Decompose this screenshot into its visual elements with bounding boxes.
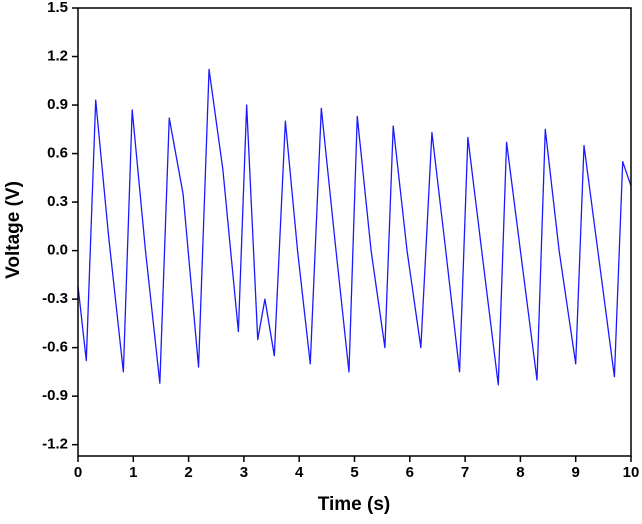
y-tick-label: 0.0 (47, 242, 68, 259)
x-axis-title: Time (s) (318, 494, 391, 515)
plot-frame (77, 7, 632, 457)
x-tick-label: 8 (516, 464, 524, 481)
y-tick-label: 1.2 (47, 47, 68, 64)
x-tick-label: 2 (184, 464, 192, 481)
y-tick-label: -0.9 (42, 387, 68, 404)
y-axis-title: Voltage (V) (3, 181, 24, 279)
x-tick-label: 1 (129, 464, 137, 481)
x-tick-label: 0 (74, 464, 82, 481)
x-tick-label: 9 (572, 464, 580, 481)
y-tick-label: -1.2 (42, 436, 68, 453)
voltage-line (77, 68, 632, 386)
y-tick-label: 0.3 (47, 193, 68, 210)
x-tick-label: 6 (406, 464, 414, 481)
y-tick-label: -0.3 (42, 290, 68, 307)
x-tick-label: 3 (240, 464, 248, 481)
y-tick-label: 0.6 (47, 145, 68, 162)
y-tick-label: 0.9 (47, 96, 68, 113)
x-tick-label: 4 (295, 464, 304, 481)
x-tick-label: 5 (350, 464, 358, 481)
x-tick-label: 7 (461, 464, 469, 481)
y-tick-label: -0.6 (42, 339, 68, 356)
y-tick-label: 1.5 (47, 0, 68, 16)
x-tick-label: 10 (623, 464, 640, 481)
